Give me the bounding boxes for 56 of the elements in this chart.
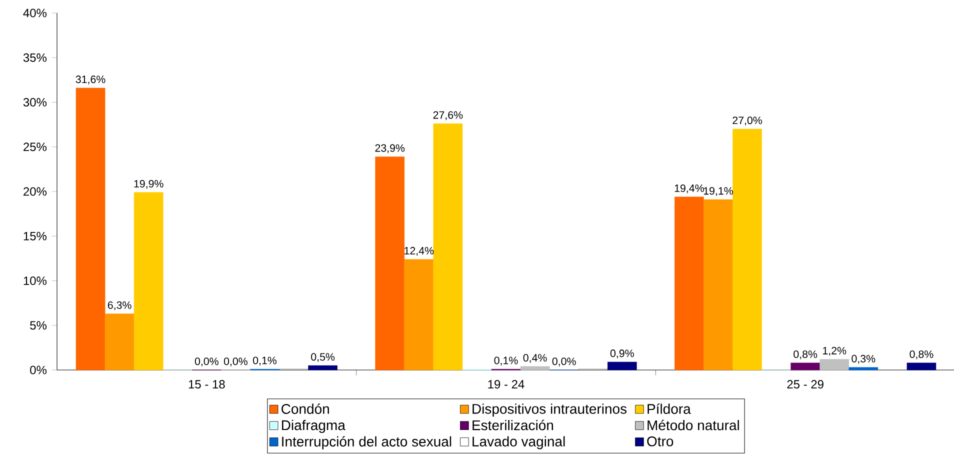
legend-label: Método natural	[648, 420, 739, 430]
bar	[607, 362, 637, 370]
bar	[375, 156, 405, 370]
data-label: 0,0%	[194, 358, 218, 366]
legend-label: Interrupción del acto sexual	[282, 436, 452, 450]
y-tick-label: 40%	[23, 8, 47, 18]
bar	[104, 314, 134, 370]
legend-label: Dispositivos intrauterinos	[472, 404, 627, 417]
legend-label: Otro	[647, 436, 674, 446]
bar	[308, 365, 338, 370]
legend-label: Condón	[282, 403, 329, 414]
data-label: 23,9%	[375, 144, 405, 154]
x-tick-label: 19 - 24	[488, 380, 524, 389]
y-tick-label: 30%	[23, 98, 47, 107]
bar	[76, 88, 106, 370]
bar	[674, 196, 704, 370]
y-tick-label: 0%	[30, 366, 47, 374]
data-label: 6,3%	[108, 301, 132, 310]
bar	[520, 366, 550, 370]
data-label: 0,8%	[794, 350, 818, 360]
data-label: 27,0%	[732, 116, 762, 126]
y-tick-label: 25%	[24, 142, 47, 152]
x-tick-label: 15 - 18	[188, 380, 225, 389]
data-label: 31,6%	[76, 76, 106, 84]
y-tick-label: 35%	[23, 53, 47, 62]
data-label: 0,1%	[253, 356, 277, 366]
legend-label: Diafragma	[282, 420, 346, 433]
bar	[404, 259, 434, 370]
bar	[820, 359, 850, 370]
data-label: 0,3%	[852, 354, 876, 364]
data-label: 0,8%	[910, 350, 934, 360]
data-label: 0,1%	[494, 356, 518, 366]
data-label: 0,0%	[552, 358, 576, 366]
bar	[704, 199, 733, 370]
y-tick-label: 15%	[24, 232, 47, 240]
data-label: 19,4%	[674, 184, 704, 194]
legend-label: Esterilización	[472, 420, 554, 430]
bar	[906, 362, 936, 370]
data-label: 0,5%	[311, 353, 335, 362]
y-tick-label: 10%	[24, 276, 47, 286]
data-label: 0,0%	[224, 358, 248, 366]
data-label: 27,6%	[433, 111, 463, 120]
data-label: 1,2%	[823, 346, 846, 356]
y-tick-label: 20%	[24, 187, 47, 196]
y-tick-label: 5%	[30, 321, 47, 330]
bar	[848, 367, 878, 370]
bar	[732, 128, 762, 370]
data-label: 0,9%	[610, 350, 634, 358]
data-label: 19,9%	[134, 180, 164, 189]
data-label: 0,4%	[523, 354, 547, 363]
bar	[433, 124, 463, 370]
bar	[790, 362, 820, 370]
x-tick-label: 25 - 29	[787, 380, 824, 389]
bar	[134, 192, 164, 370]
legend-label: Píldora	[648, 403, 691, 414]
legend-label: Lavado vaginal	[472, 436, 565, 450]
